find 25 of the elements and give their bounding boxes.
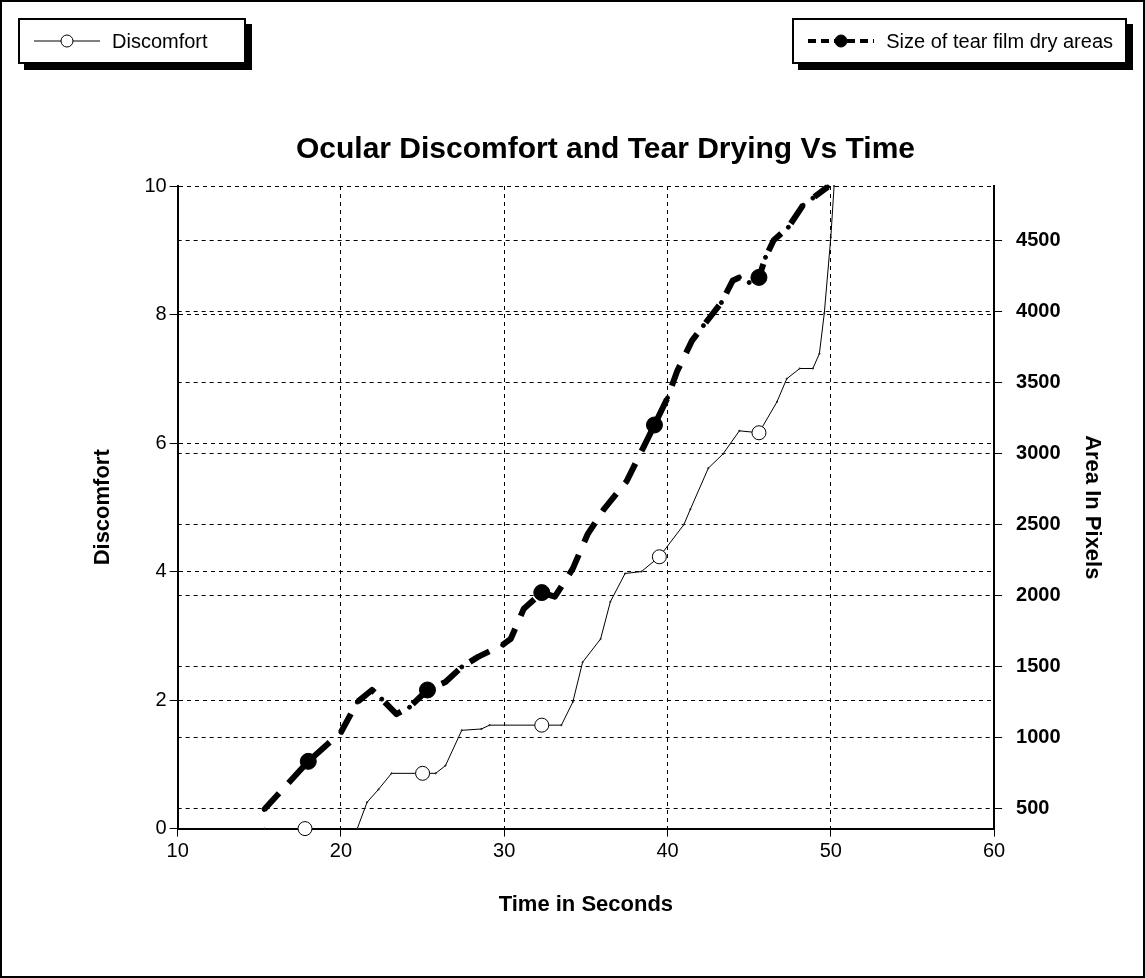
y-axis-title: Discomfort xyxy=(89,448,115,566)
x-tick-label: 60 xyxy=(982,839,1006,862)
y2-axis-title: Area In Pixels xyxy=(1080,435,1106,580)
y2-tick-label: 1500 xyxy=(1016,654,1061,677)
y-tick-label: 10 xyxy=(144,173,167,196)
y-tick-label: 6 xyxy=(155,430,167,453)
y2-tick-label: 1000 xyxy=(1016,725,1061,748)
y2-tick-label: 4000 xyxy=(1016,298,1061,321)
x-tick-label: 50 xyxy=(819,839,842,862)
x-tick-label: 30 xyxy=(493,839,516,862)
y-tick-label: 0 xyxy=(155,816,167,839)
y2-tick-label: 3500 xyxy=(1016,369,1061,392)
y2-tick-label: 3000 xyxy=(1016,440,1061,463)
legend-label: Discomfort xyxy=(112,29,208,53)
y2-tick-label: 4500 xyxy=(1016,227,1061,250)
y-tick-label: 2 xyxy=(155,687,167,710)
x-tick-label: 20 xyxy=(329,839,353,862)
legend-label: Size of tear film dry areas xyxy=(886,29,1113,53)
y2-tick-label: 2500 xyxy=(1016,511,1061,534)
chart-title: Ocular Discomfort and Tear Drying Vs Time xyxy=(295,131,916,165)
y-tick-label: 4 xyxy=(155,559,167,582)
y2-tick-label: 2000 xyxy=(1016,582,1061,605)
y-tick-label: 8 xyxy=(155,302,167,325)
y2-tick-label: 500 xyxy=(1016,796,1050,819)
x-tick-label: 40 xyxy=(656,839,679,862)
